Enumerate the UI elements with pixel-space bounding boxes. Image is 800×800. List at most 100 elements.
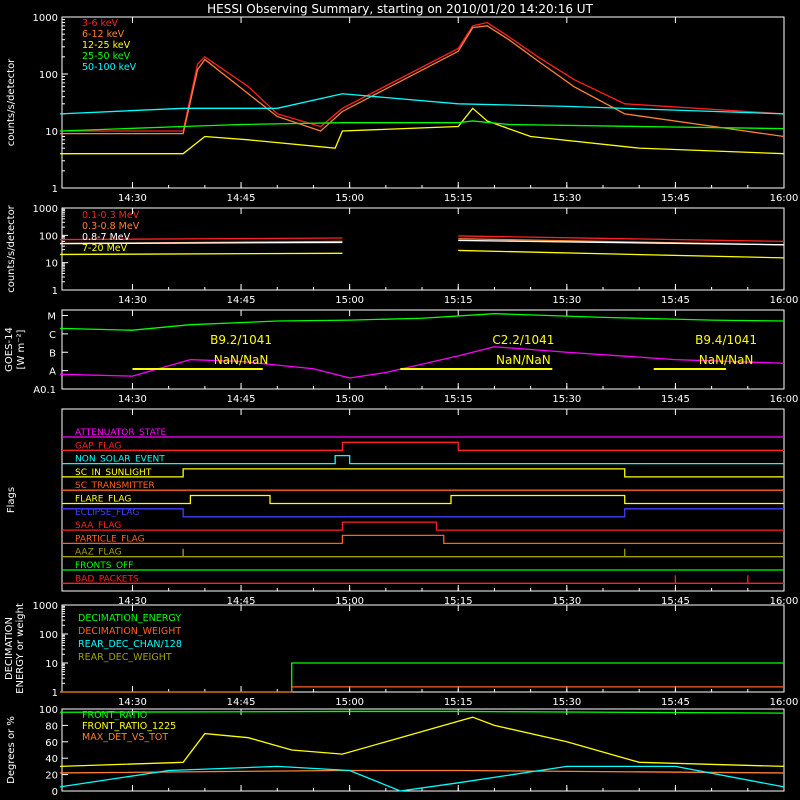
panel-decimation-xlabel-0: 14:30 — [118, 697, 147, 708]
panel-decimation-xlabel-5: 15:45 — [661, 697, 690, 708]
panel-ratios-ytick-label-0: 0 — [52, 787, 58, 798]
panel-decimation-xlabel-3: 15:15 — [444, 697, 473, 708]
panel-low-energy-series-1 — [60, 25, 785, 138]
panel-low-energy-ytick-label-1: 10 — [45, 127, 58, 138]
panel-goes-flare-sub-0: NaN/NaN — [214, 353, 269, 367]
panel-goes-flare-sub-1: NaN/NaN — [496, 353, 551, 367]
panel-low-energy-series-2 — [60, 107, 785, 155]
panel-high-energy-xlabel-5: 15:45 — [661, 295, 690, 306]
panel-ratios-series-3 — [59, 765, 785, 792]
panel-flags-label-7: SAA_FLAG — [75, 521, 121, 531]
panel-goes-ytick-label-3: C — [49, 330, 56, 341]
panel-flags-xlabel-0: 14:30 — [118, 596, 147, 607]
panel-flags-trace-5 — [62, 494, 784, 505]
panel-high-energy-series-b-2 — [458, 239, 785, 246]
panel-high-energy-xlabel-1: 14:45 — [227, 295, 256, 306]
panel-low-energy-ytick-label-3: 1000 — [33, 13, 58, 24]
panel-goes-xlabel-5: 15:45 — [661, 394, 690, 405]
panel-high-energy-ytick-label-3: 1000 — [33, 204, 58, 215]
panel-flags-trace-1 — [62, 441, 784, 451]
panel-ratios-series-1 — [60, 716, 785, 768]
panel-low-energy-xlabel-6: 16:00 — [770, 193, 799, 204]
panel-high-energy-xlabel-0: 14:30 — [118, 295, 147, 306]
panel-high-energy-xlabel-4: 15:30 — [552, 295, 581, 306]
panel-ratios-frame — [61, 708, 785, 792]
panel-flags-label-2: NON_SOLAR_EVENT — [75, 455, 165, 465]
panel-low-energy-xlabel-5: 15:45 — [661, 193, 690, 204]
panel-ratios-ytick-label-4: 80 — [45, 721, 58, 732]
panel-goes-series-0 — [60, 313, 785, 331]
panel-goes-ylabel: GOES-14 — [4, 327, 15, 372]
panel-decimation-series-1 — [60, 686, 784, 693]
panel-ratios-ytick-label-5: 100 — [39, 705, 58, 716]
panel-decimation-legend-0: DECIMATION_ENERGY — [78, 613, 181, 624]
panel-low-energy-frame — [61, 16, 785, 189]
panel-goes-ytick-label-0: A0.1 — [33, 385, 56, 396]
panel-goes-ylabel-units: [W m⁻²] — [16, 329, 27, 369]
panel-decimation-xlabel-4: 15:30 — [552, 697, 581, 708]
panel-flags-xlabel-2: 15:00 — [335, 596, 364, 607]
panel-high-energy-ytick-label-1: 10 — [45, 259, 58, 270]
panel-goes-flare-class-0: B9.2/1041 — [210, 333, 272, 347]
panel-low-energy-series-4 — [60, 93, 785, 115]
panel-ratios-series-2 — [60, 769, 785, 774]
panel-high-energy-ytick-label-2: 100 — [39, 231, 58, 242]
panel-ratios-legend-0: FRONT_RATIO — [82, 710, 147, 721]
panel-high-energy-legend-0: 0.1-0.3 MeV — [82, 210, 140, 221]
panel-goes-xlabel-1: 14:45 — [227, 394, 256, 405]
panel-high-energy-series-b-0 — [458, 235, 785, 243]
panel-high-energy-legend-1: 0.3-0.8 MeV — [82, 221, 140, 232]
panel-goes-ytick-label-4: M — [47, 312, 56, 323]
panel-flags-xlabel-1: 14:45 — [227, 596, 256, 607]
panel-low-energy-xlabel-3: 15:15 — [444, 193, 473, 204]
panel-flags-label-10: FRONTS_OFF — [75, 561, 133, 571]
panel-low-energy-xlabel-1: 14:45 — [227, 193, 256, 204]
panel-flags-label-6: ECLIPSE_FLAG — [75, 508, 139, 518]
panel-low-energy-ytick-label-0: 1 — [52, 184, 58, 195]
panel-low-energy-legend-0: 3-6 keV — [82, 18, 119, 29]
panel-goes-flare-class-2: B9.4/1041 — [695, 333, 757, 347]
chart-title: HESSI Observing Summary, starting on 201… — [207, 2, 593, 16]
panel-goes-xlabel-4: 15:30 — [552, 394, 581, 405]
panel-low-energy-series-0 — [60, 21, 785, 132]
panel-decimation-ylabel-1: ENERGY or weight — [15, 603, 26, 694]
panel-flags-xlabel-3: 15:15 — [444, 596, 473, 607]
panel-low-energy-xlabel-2: 15:00 — [335, 193, 364, 204]
panel-flags-xlabel-6: 16:00 — [770, 596, 799, 607]
panel-decimation-frame — [61, 604, 785, 693]
panel-low-energy-xlabel-4: 15:30 — [552, 193, 581, 204]
panel-ratios-series-0 — [60, 710, 785, 714]
panel-flags-label-11: BAD_PACKETS — [75, 574, 139, 584]
panel-low-energy-series-3 — [60, 120, 785, 132]
panel-flags-label-5: FLARE_FLAG — [75, 495, 131, 505]
panel-high-energy-series-a-2 — [60, 241, 343, 245]
panel-flags-label-3: SC_IN_SUNLIGHT — [75, 468, 152, 478]
panel-low-energy-legend-1: 6-12 keV — [82, 29, 125, 40]
panel-flags-trace-8 — [62, 534, 784, 545]
panel-flags-trace-6 — [62, 508, 784, 518]
panel-decimation-xlabel-6: 16:00 — [770, 697, 799, 708]
panel-low-energy-legend-4: 50-100 keV — [82, 62, 137, 73]
panel-high-energy-legend-3: 7-20 MeV — [82, 243, 128, 254]
panel-decimation-xlabel-2: 15:00 — [335, 697, 364, 708]
panel-goes-series-1 — [60, 346, 785, 379]
panel-high-energy-ylabel: counts/s/detector — [6, 204, 17, 292]
panel-high-energy-legend-2: 0.8-7 MeV — [82, 232, 131, 243]
panel-goes-ytick-label-2: B — [49, 348, 56, 359]
panel-ratios-legend-1: FRONT_RATIO_1225 — [82, 721, 176, 732]
panel-low-energy-xlabel-0: 14:30 — [118, 193, 147, 204]
panel-low-energy-legend-3: 25-50 keV — [82, 51, 131, 62]
panel-flags-trace-7 — [62, 521, 784, 531]
panel-flags-xlabel-5: 15:45 — [661, 596, 690, 607]
panel-flags-xlabel-4: 15:30 — [552, 596, 581, 607]
panel-decimation-ytick-label-1: 10 — [45, 659, 58, 670]
panel-flags-trace-11 — [62, 575, 784, 584]
panel-low-energy-ylabel: counts/s/detector — [6, 58, 17, 146]
panel-ratios-legend-2: MAX_DET_VS_TOT — [82, 732, 168, 743]
panel-low-energy-ytick-label-2: 100 — [39, 70, 58, 81]
panel-flags-trace-9 — [62, 548, 784, 558]
panel-flags-label-1: GAP_FLAG — [75, 441, 121, 451]
panel-goes-xlabel-0: 14:30 — [118, 394, 147, 405]
panel-decimation-legend-1: DECIMATION_WEIGHT — [78, 626, 181, 637]
